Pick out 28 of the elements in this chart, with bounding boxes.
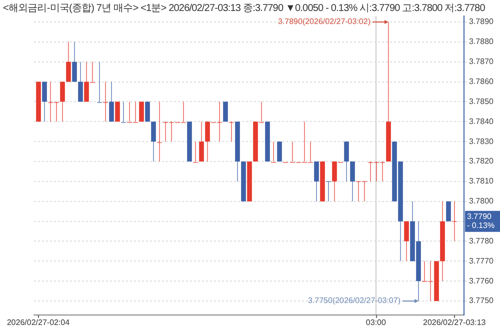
candlestick xyxy=(223,101,228,122)
annotation: 3.7750(2026/02/27-03:07) xyxy=(308,296,401,306)
text: 3.7790 xyxy=(467,212,492,222)
x-tick-label: 2026/02/27-02:04 xyxy=(6,318,70,328)
candlestick xyxy=(115,101,120,122)
y-tick-label: 3.7890 xyxy=(469,17,494,26)
y-tick-label: 3.7840 xyxy=(469,116,494,126)
y-tick-label: 3.7760 xyxy=(469,276,494,286)
y-tick-label: 3.7770 xyxy=(469,256,494,266)
y-tick-label: 3.7810 xyxy=(469,176,494,186)
x-tick-label: 03:00 xyxy=(366,318,387,328)
y-tick-label: 3.7800 xyxy=(469,196,494,206)
y-tick-label: 3.7780 xyxy=(469,236,494,246)
y-tick-label: 3.7750 xyxy=(469,296,494,306)
annotation: 3.7890(2026/02/27-03:02) xyxy=(278,17,371,26)
x-tick-label: 2026/02/27-03:13 xyxy=(422,318,486,328)
y-tick-label: 3.7850 xyxy=(469,96,494,106)
text: - 0.13% xyxy=(467,221,495,230)
candlestick xyxy=(277,141,282,162)
y-tick-label: 3.7880 xyxy=(469,37,494,46)
candlestick xyxy=(446,200,451,222)
y-tick-label: 3.7820 xyxy=(469,156,494,166)
chart-title: <해외금리-미국(종합) 7년 매수> <1분> 2026/02/27-03:13 종:3.7790 ▼0.0050 - 0.13% 시:3.7790 고:3.7800 저:3.7780 xyxy=(3,2,485,15)
candlestick xyxy=(139,101,144,122)
y-tick-label: 3.7870 xyxy=(469,57,494,66)
y-tick-label: 3.7830 xyxy=(469,136,494,146)
y-tick-label: 3.7860 xyxy=(469,76,494,86)
candlestick xyxy=(145,101,150,122)
